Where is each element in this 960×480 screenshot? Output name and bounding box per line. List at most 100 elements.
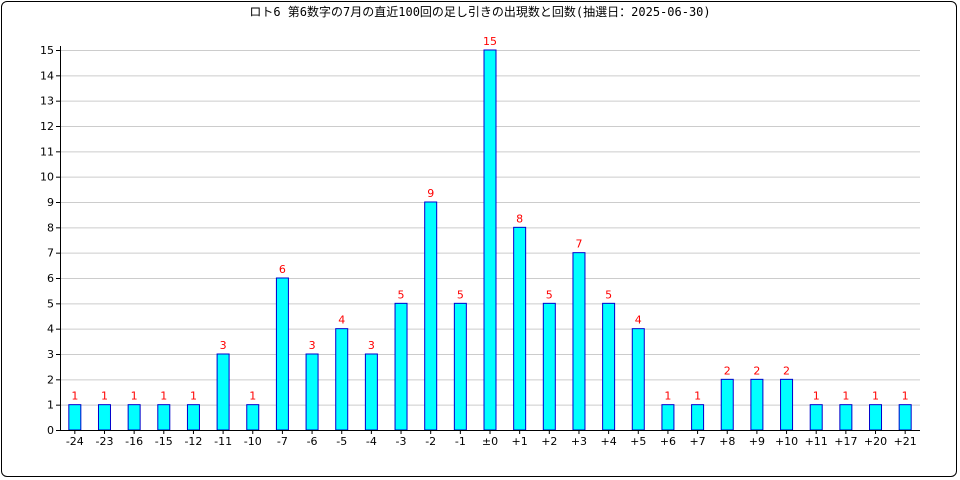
x-tick-label: +6 (660, 435, 676, 448)
x-tick-label: +8 (719, 435, 735, 448)
bar (750, 378, 764, 431)
x-tick-label: +17 (834, 435, 857, 448)
bar (275, 277, 289, 431)
bar (305, 353, 319, 431)
bar (809, 404, 823, 431)
bar-value-label: 5 (605, 288, 612, 301)
bar (661, 404, 675, 431)
x-tick-label: +2 (541, 435, 557, 448)
x-tick-label: -24 (66, 435, 84, 448)
bar (216, 353, 230, 431)
x-tick-label: -6 (307, 435, 318, 448)
bar (720, 378, 734, 431)
y-tick-label: 1 (47, 399, 54, 412)
x-tick-label: -15 (155, 435, 173, 448)
x-tick-label: -16 (125, 435, 143, 448)
y-tick-label: 13 (40, 95, 54, 108)
y-tick-label: 9 (47, 196, 54, 209)
x-tick-label: +1 (512, 435, 528, 448)
bar (68, 404, 82, 431)
x-tick-label: +20 (864, 435, 887, 448)
bar-value-label: 1 (694, 390, 701, 403)
bar-value-label: 4 (338, 314, 345, 327)
bar-value-label: 1 (813, 390, 820, 403)
y-tick-label: 5 (47, 297, 54, 310)
bar-value-label: 3 (368, 339, 375, 352)
bar-value-label: 2 (724, 364, 731, 377)
x-tick-label: +3 (571, 435, 587, 448)
bar (572, 252, 586, 431)
bar (869, 404, 883, 431)
x-tick-label: +11 (805, 435, 828, 448)
bar (780, 378, 794, 431)
x-tick-label: ±0 (482, 435, 498, 448)
y-tick-label: 12 (40, 120, 54, 133)
bar (424, 201, 438, 431)
bar (157, 404, 171, 431)
bar-value-label: 4 (635, 314, 642, 327)
bar-value-label: 1 (160, 390, 167, 403)
bar (483, 49, 497, 431)
y-tick-label: 15 (40, 44, 54, 57)
bar-value-label: 1 (664, 390, 671, 403)
bar-value-label: 1 (71, 390, 78, 403)
x-tick-label: -3 (396, 435, 407, 448)
x-tick-label: -11 (214, 435, 232, 448)
bar-value-label: 1 (842, 390, 849, 403)
bar (97, 404, 111, 431)
bar-value-label: 3 (309, 339, 316, 352)
x-tick-label: -7 (277, 435, 288, 448)
bar (691, 404, 705, 431)
x-tick-label: -2 (425, 435, 436, 448)
y-tick-label: 7 (47, 247, 54, 260)
bar-value-label: 2 (753, 364, 760, 377)
bar (453, 302, 467, 431)
y-tick-label: 3 (47, 348, 54, 361)
y-tick-label: 0 (47, 424, 54, 437)
bar (335, 328, 349, 431)
y-tick-label: 10 (40, 171, 54, 184)
x-tick-label: -1 (455, 435, 466, 448)
bar-value-label: 1 (190, 390, 197, 403)
bar-value-label: 2 (783, 364, 790, 377)
bar-value-label: 1 (101, 390, 108, 403)
x-tick-label: +10 (775, 435, 798, 448)
bar-value-label: 1 (872, 390, 879, 403)
x-tick-label: +9 (749, 435, 765, 448)
bar-value-label: 5 (546, 288, 553, 301)
y-tick-label: 14 (40, 69, 54, 82)
bar-value-label: 1 (249, 390, 256, 403)
x-tick-label: +21 (894, 435, 917, 448)
x-tick-label: -23 (95, 435, 113, 448)
y-tick-label: 2 (47, 373, 54, 386)
bar-value-label: 8 (516, 212, 523, 225)
value-labels: 1 1 1 1 1 3 1 6 3 4 3 5 9 5 15 8 5 7 5 4 1 1 2 2 2 1 1 1 1 (71, 35, 908, 403)
bar (513, 226, 527, 431)
bar (186, 404, 200, 431)
bars (68, 49, 912, 431)
bar-value-label: 6 (279, 263, 286, 276)
bar (898, 404, 912, 431)
bar (394, 302, 408, 431)
x-tick-label: +5 (630, 435, 646, 448)
x-tick-label: -5 (336, 435, 347, 448)
x-tick-label: -4 (366, 435, 377, 448)
bar (246, 404, 260, 431)
bar (542, 302, 556, 431)
bar-value-label: 15 (483, 35, 497, 48)
x-tick-label: -10 (244, 435, 262, 448)
bar-value-label: 9 (427, 187, 434, 200)
x-tick-label: +7 (689, 435, 705, 448)
bar-value-label: 1 (131, 390, 138, 403)
bar-value-label: 5 (398, 288, 405, 301)
bar (127, 404, 141, 431)
bar-value-label: 7 (575, 238, 582, 251)
bar (631, 328, 645, 431)
y-tick-label: 6 (47, 272, 54, 285)
bar-value-label: 3 (220, 339, 227, 352)
bar (839, 404, 853, 431)
bar-value-label: 1 (902, 390, 909, 403)
